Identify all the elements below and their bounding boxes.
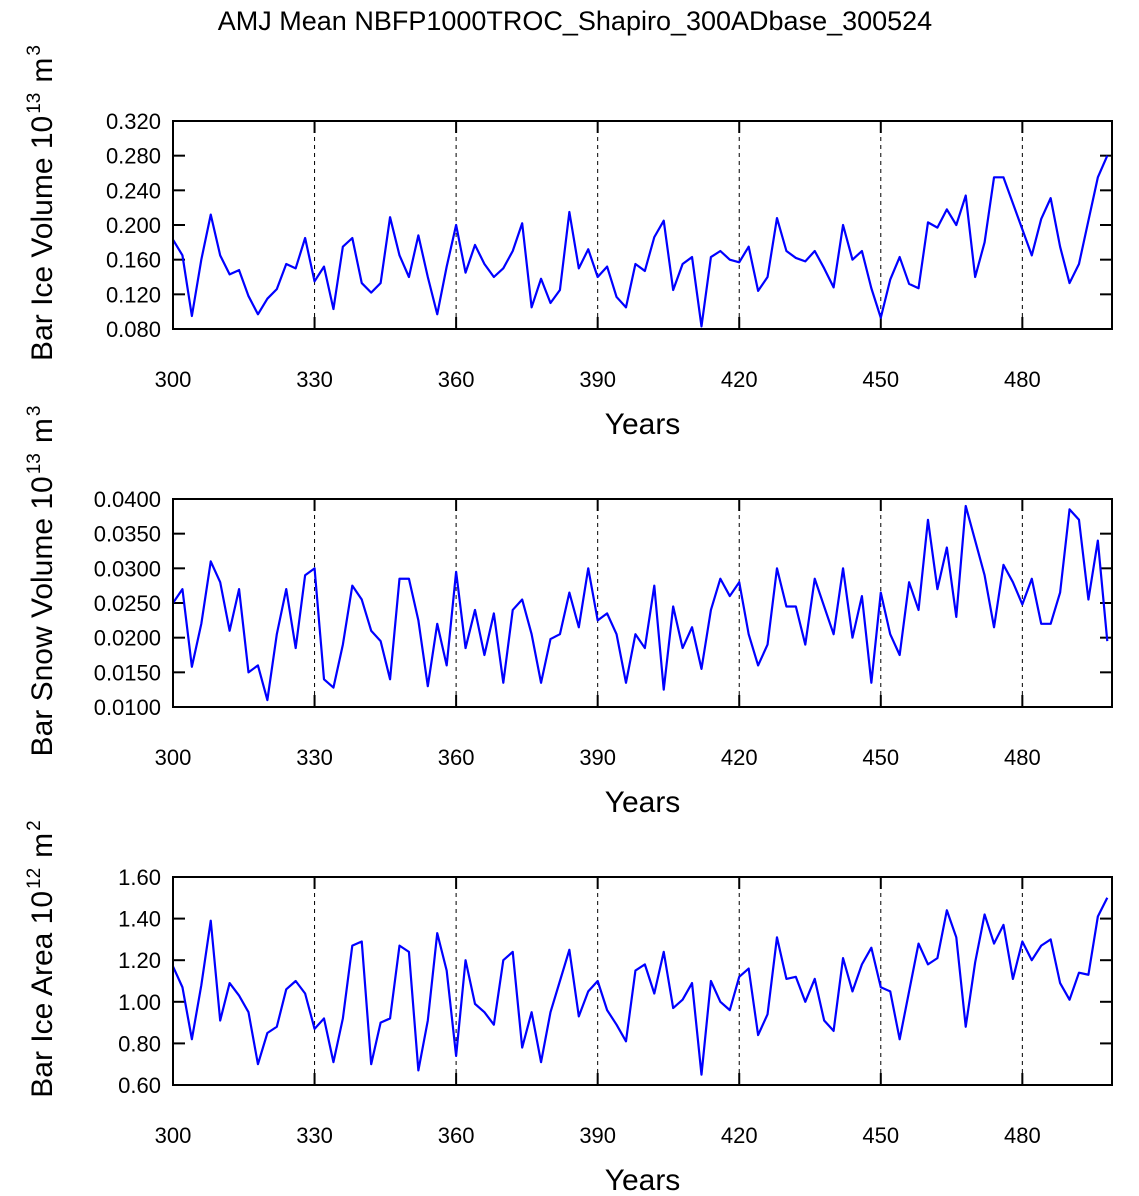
y-axis-title: Bar Ice Volume 1013 m 3 <box>24 45 59 361</box>
y-tick-label: 0.0100 <box>94 695 161 720</box>
y-axis-title-part: Bar Ice Area 10 <box>26 891 59 1098</box>
data-line <box>172 504 1109 702</box>
y-tick-label: 0.320 <box>106 109 161 134</box>
y-tick-label: 0.60 <box>118 1073 161 1098</box>
x-tick-label: 450 <box>862 745 899 770</box>
y-tick-label: 0.0150 <box>94 660 161 685</box>
y-axis-title-exponent: 2 <box>24 820 45 831</box>
x-tick-label: 330 <box>296 745 333 770</box>
x-tick-label: 300 <box>155 367 192 392</box>
y-tick-label: 0.0300 <box>94 556 161 581</box>
y-tick-label: 0.200 <box>106 213 161 238</box>
y-tick-label: 0.280 <box>106 144 161 169</box>
x-tick-label: 420 <box>721 1123 758 1148</box>
x-tick-label: 480 <box>1004 745 1041 770</box>
plot-frame <box>172 120 1113 330</box>
y-axis-title-part: m <box>26 418 59 443</box>
y-tick-label: 0.0400 <box>94 487 161 512</box>
y-tick-label: 0.120 <box>106 282 161 307</box>
x-axis-title: Years <box>605 1164 681 1196</box>
x-tick-label: 390 <box>579 367 616 392</box>
x-tick-label: 300 <box>155 1123 192 1148</box>
y-tick-label: 0.080 <box>106 317 161 342</box>
y-tick-label: 1.20 <box>118 948 161 973</box>
x-tick-label: 480 <box>1004 1123 1041 1148</box>
y-axis-title: Bar Snow Volume 1013 m3 <box>24 406 59 757</box>
y-axis-title-part: m <box>26 58 59 83</box>
x-tick-label: 390 <box>579 745 616 770</box>
y-tick-label: 0.0350 <box>94 522 161 547</box>
y-tick-label: 0.0250 <box>94 591 161 616</box>
y-axis-title-part: Bar Ice Volume 10 <box>26 116 59 361</box>
y-axis-title-part: m <box>26 833 59 858</box>
figure-title: AMJ Mean NBFP1000TROC_Shapiro_300ADbase_… <box>218 6 932 36</box>
x-tick-label: 450 <box>862 367 899 392</box>
x-axis-title: Years <box>605 786 681 819</box>
y-axis-title-exponent: 12 <box>24 868 45 889</box>
y-tick-label: 0.160 <box>106 248 161 273</box>
y-tick-label: 0.240 <box>106 178 161 203</box>
y-tick-label: 1.60 <box>118 865 161 890</box>
x-tick-label: 360 <box>438 745 475 770</box>
x-tick-label: 360 <box>438 367 475 392</box>
y-tick-label: 0.0200 <box>94 626 161 651</box>
y-tick-label: 1.00 <box>118 990 161 1015</box>
y-axis-title-exponent: 3 <box>24 45 45 56</box>
y-tick-label: 0.80 <box>118 1031 161 1056</box>
y-axis-title-exponent: 13 <box>24 453 45 474</box>
x-tick-label: 420 <box>721 367 758 392</box>
x-tick-label: 480 <box>1004 367 1041 392</box>
x-tick-label: 330 <box>296 1123 333 1148</box>
y-axis-title: Bar Ice Area 1012 m 2 <box>24 820 59 1098</box>
y-axis-title-exponent: 3 <box>24 406 45 417</box>
y-tick-label: 1.40 <box>118 907 161 932</box>
x-tick-label: 450 <box>862 1123 899 1148</box>
data-line <box>171 897 1109 1076</box>
x-tick-label: 360 <box>438 1123 475 1148</box>
data-line <box>172 155 1109 328</box>
x-axis-title: Years <box>605 408 681 441</box>
x-tick-label: 330 <box>296 367 333 392</box>
plot-frame <box>172 876 1113 1086</box>
x-tick-label: 390 <box>579 1123 616 1148</box>
x-tick-label: 300 <box>155 745 192 770</box>
y-axis-title-part: Bar Snow Volume 10 <box>26 476 59 756</box>
x-tick-label: 420 <box>721 745 758 770</box>
plot-frame <box>172 498 1113 708</box>
y-axis-title-exponent: 13 <box>24 93 45 114</box>
